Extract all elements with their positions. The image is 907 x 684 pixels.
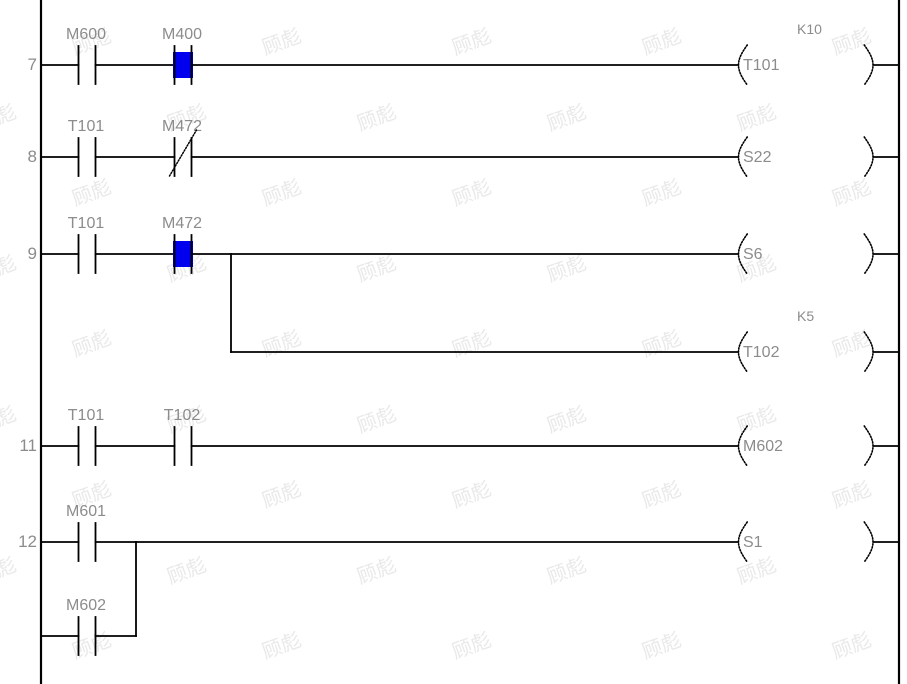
svg-text:8: 8 xyxy=(28,147,37,166)
svg-text:T101: T101 xyxy=(68,407,105,424)
svg-text:K5: K5 xyxy=(797,308,814,324)
svg-text:S6: S6 xyxy=(743,246,763,263)
svg-text:S1: S1 xyxy=(743,534,763,551)
svg-text:12: 12 xyxy=(18,532,37,551)
svg-text:M400: M400 xyxy=(162,26,202,43)
svg-text:M472: M472 xyxy=(162,118,202,135)
svg-text:M601: M601 xyxy=(66,503,106,520)
svg-text:T101: T101 xyxy=(68,215,105,232)
svg-text:9: 9 xyxy=(28,244,37,263)
svg-text:11: 11 xyxy=(19,436,37,455)
svg-text:T101: T101 xyxy=(743,57,780,74)
svg-text:7: 7 xyxy=(28,55,37,74)
svg-text:T102: T102 xyxy=(743,344,780,361)
svg-text:M472: M472 xyxy=(162,215,202,232)
svg-text:M602: M602 xyxy=(743,438,783,455)
svg-text:K10: K10 xyxy=(797,21,822,37)
svg-text:T101: T101 xyxy=(68,118,105,135)
svg-text:S22: S22 xyxy=(743,149,772,166)
svg-text:M600: M600 xyxy=(66,26,106,43)
svg-text:M602: M602 xyxy=(66,597,106,614)
svg-text:T102: T102 xyxy=(164,407,201,424)
